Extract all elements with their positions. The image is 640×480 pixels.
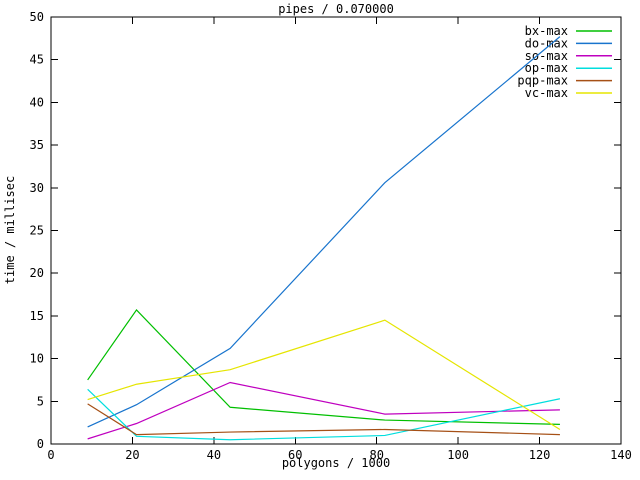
chart-line-so-max	[87, 381, 560, 440]
legend-label-so-max: so-max	[525, 49, 568, 63]
x-tick-label: 60	[288, 448, 302, 462]
x-axis-label: polygons / 1000	[282, 456, 390, 470]
y-tick-label: 50	[30, 10, 44, 24]
y-tick-label: 45	[30, 53, 44, 67]
y-tick-label: 5	[37, 394, 44, 408]
legend-label-op-max: op-max	[525, 61, 568, 75]
y-tick-label: 15	[30, 309, 44, 323]
y-axis-label: time / millisec	[3, 176, 17, 284]
legend-label-bx-max: bx-max	[525, 24, 568, 38]
y-tick-label: 20	[30, 266, 44, 280]
x-tick-label: 120	[529, 448, 551, 462]
chart-line-do-max	[87, 36, 561, 428]
legend-label-pqp-max: pqp-max	[517, 74, 568, 88]
chart-line-bx-max	[87, 308, 560, 425]
y-tick-label: 10	[30, 352, 44, 366]
x-tick-label: 40	[207, 448, 221, 462]
x-tick-label: 0	[47, 448, 54, 462]
y-tick-label: 25	[30, 224, 44, 238]
chart-line-op-max	[87, 388, 561, 441]
axis-ticks: 0 20 40 60 80 100 120 140 0 5 10 15 20 25 30 35 40 45 50	[30, 10, 632, 462]
y-tick-label: 40	[30, 95, 44, 109]
x-tick-label: 140	[610, 448, 632, 462]
chart-line-pqp-max	[87, 403, 560, 436]
x-tick-label: 80	[369, 448, 383, 462]
y-tick-label: 35	[30, 138, 44, 152]
legend-label-do-max: do-max	[525, 36, 568, 50]
y-tick-label: 30	[30, 181, 44, 195]
legend-label-vc-max: vc-max	[525, 86, 568, 100]
x-tick-label: 100	[447, 448, 469, 462]
x-tick-label: 20	[125, 448, 139, 462]
y-tick-label: 0	[37, 437, 44, 451]
chart-line-vc-max	[87, 319, 561, 430]
chart-title: pipes / 0.070000	[278, 2, 394, 16]
data-series	[87, 36, 561, 441]
